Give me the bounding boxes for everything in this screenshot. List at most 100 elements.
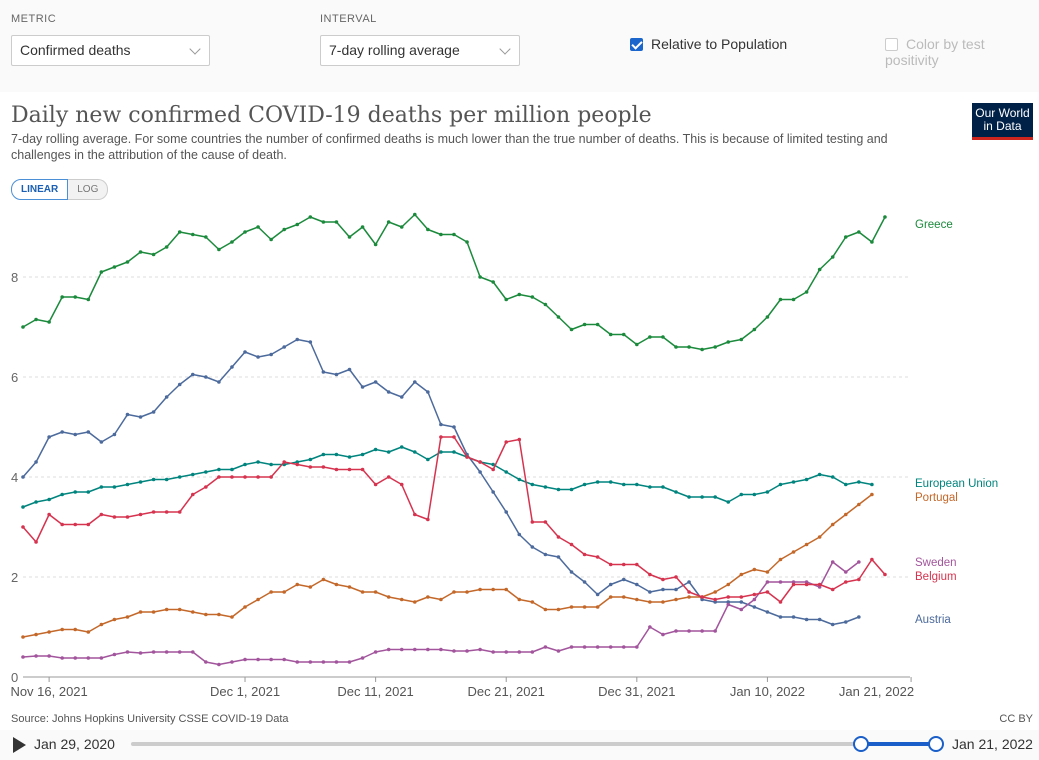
license-link[interactable]: CC BY: [999, 713, 1033, 725]
data-point-portugal: [517, 597, 522, 602]
data-point-sweden: [373, 650, 378, 654]
data-point-european-union: [635, 482, 639, 487]
data-point-belgium: [373, 482, 378, 487]
data-point-belgium: [830, 587, 835, 592]
checkbox-checked-icon[interactable]: [630, 38, 643, 51]
data-point-belgium: [556, 535, 561, 539]
data-point-austria: [517, 532, 522, 537]
data-point-european-union: [34, 500, 38, 504]
logo-line-1: Our World: [975, 106, 1030, 120]
owid-logo[interactable]: Our World in Data: [972, 103, 1033, 140]
data-point-belgium: [870, 557, 874, 562]
data-point-greece: [204, 235, 208, 239]
data-point-greece: [595, 322, 600, 327]
data-point-austria: [190, 372, 195, 377]
data-point-greece: [504, 297, 509, 302]
data-point-portugal: [321, 577, 326, 582]
data-point-portugal: [582, 605, 587, 609]
data-point-sweden: [830, 560, 835, 564]
metric-dropdown[interactable]: Confirmed deaths: [11, 35, 210, 66]
data-point-austria: [700, 597, 704, 602]
timeline-track[interactable]: [131, 742, 937, 746]
data-point-sweden: [621, 645, 626, 649]
data-point-european-union: [217, 467, 221, 472]
data-point-greece: [700, 347, 704, 352]
data-point-greece: [830, 255, 835, 259]
interval-value: 7-day rolling average: [329, 42, 460, 58]
metric-value: Confirmed deaths: [20, 42, 131, 58]
data-point-austria: [217, 380, 221, 384]
timeline-start-handle[interactable]: [853, 736, 869, 752]
data-point-sweden: [439, 647, 443, 652]
data-point-european-union: [817, 472, 822, 477]
series-line-austria: [22, 338, 860, 626]
data-point-european-union: [857, 480, 861, 484]
data-point-portugal: [478, 587, 482, 592]
relative-to-population-toggle[interactable]: Relative to Population: [630, 36, 787, 52]
data-point-belgium: [452, 435, 456, 439]
checkbox-unchecked-icon[interactable]: [885, 38, 898, 51]
data-point-greece: [817, 267, 822, 272]
interval-dropdown[interactable]: 7-day rolling average: [320, 35, 520, 66]
data-point-european-union: [608, 480, 613, 484]
data-point-portugal: [99, 622, 104, 627]
data-point-belgium: [700, 595, 704, 599]
data-point-austria: [138, 415, 143, 419]
data-point-sweden: [99, 656, 104, 660]
data-point-belgium: [517, 437, 522, 442]
data-point-portugal: [635, 597, 639, 602]
data-point-european-union: [138, 480, 143, 484]
data-point-sweden: [177, 650, 182, 654]
log-scale-button[interactable]: LOG: [68, 179, 109, 200]
x-tick-label: Dec 11, 2021: [337, 684, 413, 699]
data-point-austria: [843, 620, 848, 624]
data-point-european-union: [47, 497, 51, 502]
data-point-portugal: [543, 607, 548, 612]
color-by-test-positivity-toggle[interactable]: Color by test positivity: [885, 36, 1039, 68]
series-line-portugal: [22, 493, 873, 638]
data-point-portugal: [204, 612, 208, 617]
play-icon[interactable]: [13, 737, 26, 753]
data-point-sweden: [73, 656, 78, 660]
data-point-austria: [164, 395, 169, 399]
data-point-belgium: [635, 562, 639, 567]
data-point-belgium: [804, 582, 809, 587]
data-point-european-union: [843, 482, 848, 487]
data-point-portugal: [386, 595, 391, 599]
data-point-portugal: [870, 492, 874, 497]
y-tick-label: 6: [11, 370, 18, 385]
data-point-belgium: [791, 582, 796, 587]
data-point-portugal: [217, 612, 221, 617]
data-point-european-union: [830, 475, 835, 479]
timeline-end-handle[interactable]: [928, 736, 944, 752]
data-point-sweden: [752, 597, 757, 602]
data-point-austria: [621, 577, 626, 582]
data-point-greece: [34, 317, 38, 322]
data-point-portugal: [857, 502, 861, 507]
data-point-belgium: [60, 522, 64, 527]
data-point-belgium: [478, 460, 482, 464]
data-point-belgium: [334, 467, 339, 472]
data-point-sweden: [217, 662, 221, 667]
data-point-greece: [543, 302, 548, 307]
data-point-belgium: [217, 475, 221, 479]
data-point-european-union: [230, 467, 234, 472]
data-point-european-union: [99, 485, 104, 489]
linear-scale-button[interactable]: LINEAR: [11, 179, 69, 200]
data-point-austria: [177, 382, 182, 387]
data-point-portugal: [47, 630, 51, 634]
data-point-european-union: [256, 460, 260, 464]
data-point-belgium: [752, 592, 757, 597]
data-point-sweden: [256, 657, 260, 662]
timeline-end-date: Jan 21, 2022: [952, 736, 1033, 752]
data-point-portugal: [726, 582, 731, 587]
data-point-portugal: [739, 572, 744, 577]
data-point-austria: [125, 412, 130, 417]
data-point-portugal: [269, 590, 273, 594]
data-point-austria: [73, 432, 78, 437]
data-point-european-union: [870, 482, 874, 487]
data-point-portugal: [282, 590, 287, 594]
data-point-european-union: [569, 487, 574, 492]
data-point-european-union: [713, 495, 717, 499]
data-point-portugal: [125, 615, 130, 619]
